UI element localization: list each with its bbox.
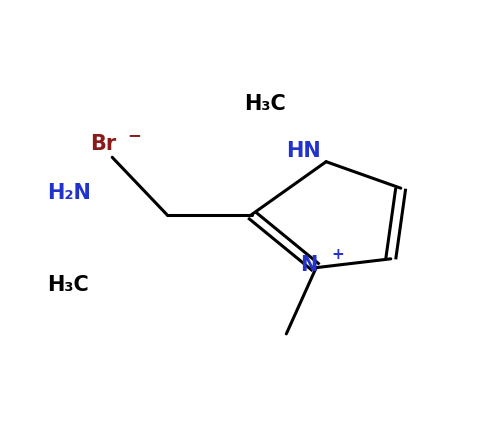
Text: N: N [300,255,317,275]
Text: −: − [127,126,141,144]
Text: HN: HN [286,141,321,160]
Text: H₂N: H₂N [48,182,92,202]
Text: Br: Br [90,134,116,154]
Text: +: + [331,247,344,262]
Text: H₃C: H₃C [244,94,286,114]
Text: H₃C: H₃C [48,275,90,295]
